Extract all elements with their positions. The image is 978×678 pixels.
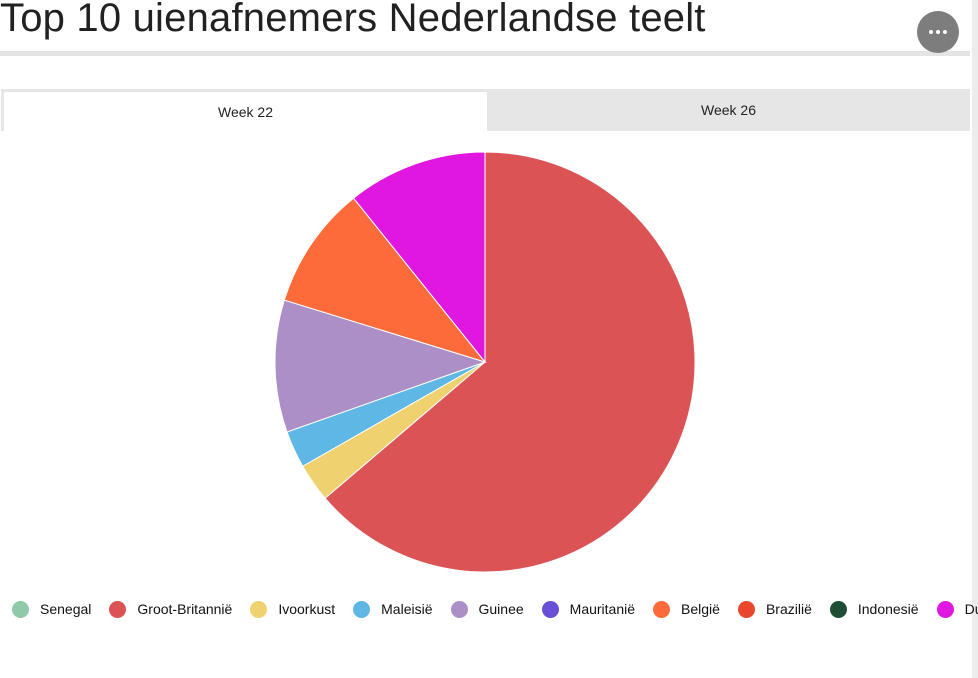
- legend-label: Duitsland: [964, 601, 978, 617]
- pie-slice-belgi-[interactable]: [283, 197, 487, 363]
- legend-label: Brazilië: [765, 601, 812, 617]
- legend-label: Maleisië: [381, 601, 433, 617]
- legend-item-ivoorkust[interactable]: Ivoorkust: [250, 600, 336, 618]
- title-divider: [0, 51, 970, 56]
- legend-label: Groot-Britannië: [137, 601, 233, 617]
- more-options-button[interactable]: [917, 11, 959, 53]
- legend-label: Ivoorkust: [278, 601, 336, 617]
- legend-label: België: [681, 601, 720, 617]
- legend-swatch: [353, 600, 371, 618]
- more-horizontal-icon: [929, 30, 947, 34]
- legend-item-duitsland[interactable]: Duitsland: [936, 600, 978, 618]
- legend-item-guinee[interactable]: Guinee: [450, 600, 524, 618]
- legend-swatch: [829, 600, 847, 618]
- pie-slice-guinee[interactable]: [274, 299, 487, 433]
- scrollbar-track[interactable]: [972, 0, 978, 678]
- legend-label: Mauritanië: [569, 601, 636, 617]
- legend-swatch: [653, 600, 671, 618]
- tab-week-22[interactable]: Week 22: [1, 89, 487, 131]
- legend-item-mauritani-[interactable]: Mauritanië: [541, 600, 636, 618]
- page-title: Top 10 uienafnemers Nederlandse teelt: [0, 0, 706, 40]
- legend-label: Guinee: [478, 601, 524, 617]
- legend-item-belgi-[interactable]: België: [653, 600, 720, 618]
- legend-item-groot-britanni-[interactable]: Groot-Britannië: [109, 600, 233, 618]
- legend-item-maleisi-[interactable]: Maleisië: [353, 600, 433, 618]
- legend-item-senegal[interactable]: Senegal: [12, 600, 92, 618]
- pie-slice-duitsland[interactable]: [352, 151, 486, 364]
- legend-swatch: [450, 600, 468, 618]
- chart-legend: Senegal Groot-Britannië Ivoorkust Maleisië G…: [12, 598, 978, 620]
- pie-slice-groot-britanni-[interactable]: [324, 151, 696, 573]
- pie-chart: [274, 151, 696, 573]
- legend-label: Indonesië: [857, 601, 919, 617]
- legend-swatch: [12, 600, 29, 618]
- legend-swatch: [737, 600, 755, 618]
- tab-week-26[interactable]: Week 26: [487, 89, 970, 131]
- legend-swatch: [936, 600, 954, 618]
- legend-swatch: [250, 600, 268, 618]
- legend-label: Senegal: [40, 601, 92, 617]
- legend-item-indonesi-[interactable]: Indonesië: [829, 600, 919, 618]
- week-tabs: Week 22 Week 26: [1, 89, 970, 131]
- legend-item-brazili-[interactable]: Brazilië: [737, 600, 812, 618]
- legend-swatch: [541, 600, 559, 618]
- legend-swatch: [109, 600, 127, 618]
